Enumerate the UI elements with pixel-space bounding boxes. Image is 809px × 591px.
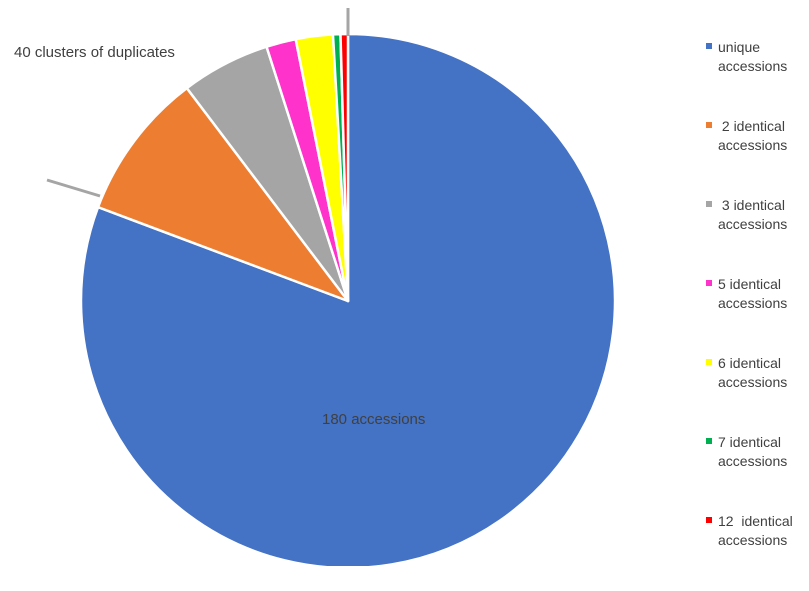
legend-swatch xyxy=(706,359,712,365)
pie-slice xyxy=(79,32,617,566)
legend-label: 7 identical accessions xyxy=(718,434,788,469)
annotation-clusters: 40 clusters of duplicates xyxy=(14,44,175,61)
legend-item: 3 identical accessions xyxy=(706,196,809,275)
legend-item: 12 identical accessions xyxy=(706,512,809,591)
legend: unique accessions 2 identical accessions… xyxy=(706,38,809,591)
legend-swatch xyxy=(706,201,712,207)
legend-swatch xyxy=(706,517,712,523)
legend-item: unique accessions xyxy=(706,38,809,117)
pie-slices xyxy=(79,32,617,566)
pie-chart: 40 clusters of duplicates 180 accessions xyxy=(14,8,617,566)
legend-item: 2 identical accessions xyxy=(706,117,809,196)
legend-label: unique accessions xyxy=(718,39,788,74)
legend-label: 2 identical accessions xyxy=(718,118,788,153)
legend-swatch xyxy=(706,122,712,128)
pie-slice xyxy=(96,86,350,303)
legend-label: 6 identical accessions xyxy=(718,355,788,390)
legend-label: 12 identical accessions xyxy=(718,513,793,548)
leader-lines xyxy=(46,8,350,198)
legend-label: 5 identical accessions xyxy=(718,276,788,311)
leader-line-left xyxy=(46,178,101,198)
legend-item: 7 identical accessions xyxy=(706,433,809,512)
legend-swatch xyxy=(706,438,712,444)
legend-swatch xyxy=(706,43,712,49)
legend-label: 3 identical accessions xyxy=(718,197,788,232)
legend-item: 5 identical accessions xyxy=(706,275,809,354)
legend-swatch xyxy=(706,280,712,286)
annotation-main: 180 accessions xyxy=(322,411,425,428)
legend-item: 6 identical accessions xyxy=(706,354,809,433)
